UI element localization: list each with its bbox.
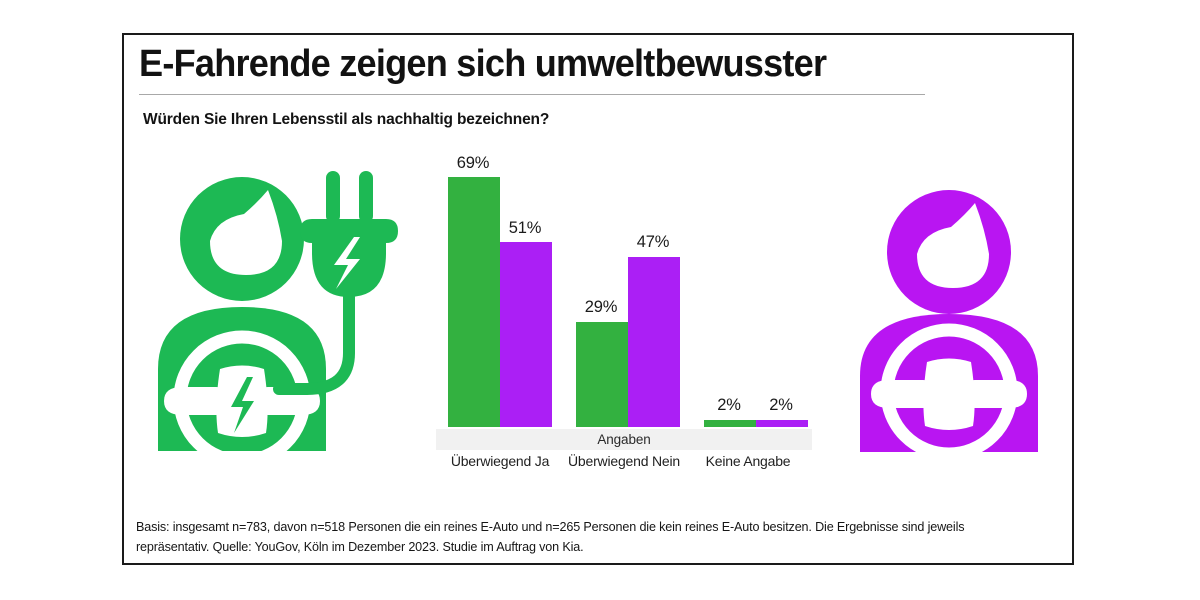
bar-value-label: 2% bbox=[769, 396, 793, 414]
chart-plot-area: 69% 51% 29% 47% 2% 2% bbox=[436, 154, 812, 427]
infographic-frame: E-Fahrende zeigen sich umweltbewusster W… bbox=[122, 33, 1074, 565]
x-tick-label: Überwiegend Nein bbox=[568, 453, 680, 469]
bar-green bbox=[704, 420, 756, 427]
bar-group-ueberwiegend-ja: 69% 51% bbox=[448, 154, 552, 427]
bar-group-ueberwiegend-nein: 29% 47% bbox=[576, 155, 680, 427]
x-axis-tick-labels: Überwiegend Ja Überwiegend Nein Keine An… bbox=[436, 453, 812, 473]
x-tick-label: Überwiegend Ja bbox=[450, 453, 550, 469]
bar-value-label: 29% bbox=[584, 298, 618, 316]
x-axis-title: Angaben bbox=[436, 429, 812, 450]
x-tick-label: Keine Angabe bbox=[705, 453, 791, 469]
bar-green bbox=[576, 322, 628, 427]
footnote: Basis: insgesamt n=783, davon n=518 Pers… bbox=[136, 517, 1056, 558]
driver-icon bbox=[842, 180, 1057, 455]
bar-group-keine-angabe: 2% 2% bbox=[704, 155, 808, 427]
title-divider bbox=[139, 94, 925, 95]
bar-value-label: 47% bbox=[636, 233, 670, 251]
page-title: E-Fahrende zeigen sich umweltbewusster bbox=[139, 43, 827, 85]
footnote-line-2: repräsentativ. Quelle: YouGov, Köln im D… bbox=[136, 540, 584, 555]
bar-purple bbox=[756, 420, 808, 427]
bar-purple bbox=[500, 242, 552, 427]
bar-green bbox=[448, 177, 500, 427]
bar-value-label: 51% bbox=[508, 219, 542, 237]
footnote-line-1: Basis: insgesamt n=783, davon n=518 Pers… bbox=[136, 520, 965, 534]
ev-driver-with-plug-icon bbox=[146, 163, 398, 453]
bar-value-label: 69% bbox=[456, 154, 490, 172]
subtitle: Würden Sie Ihren Lebensstil als nachhalt… bbox=[143, 111, 550, 128]
bar-value-label: 2% bbox=[717, 396, 741, 414]
bar-purple bbox=[628, 257, 680, 427]
bar-chart: 69% 51% 29% 47% 2% 2% Angaben Überwiegen… bbox=[424, 154, 824, 469]
